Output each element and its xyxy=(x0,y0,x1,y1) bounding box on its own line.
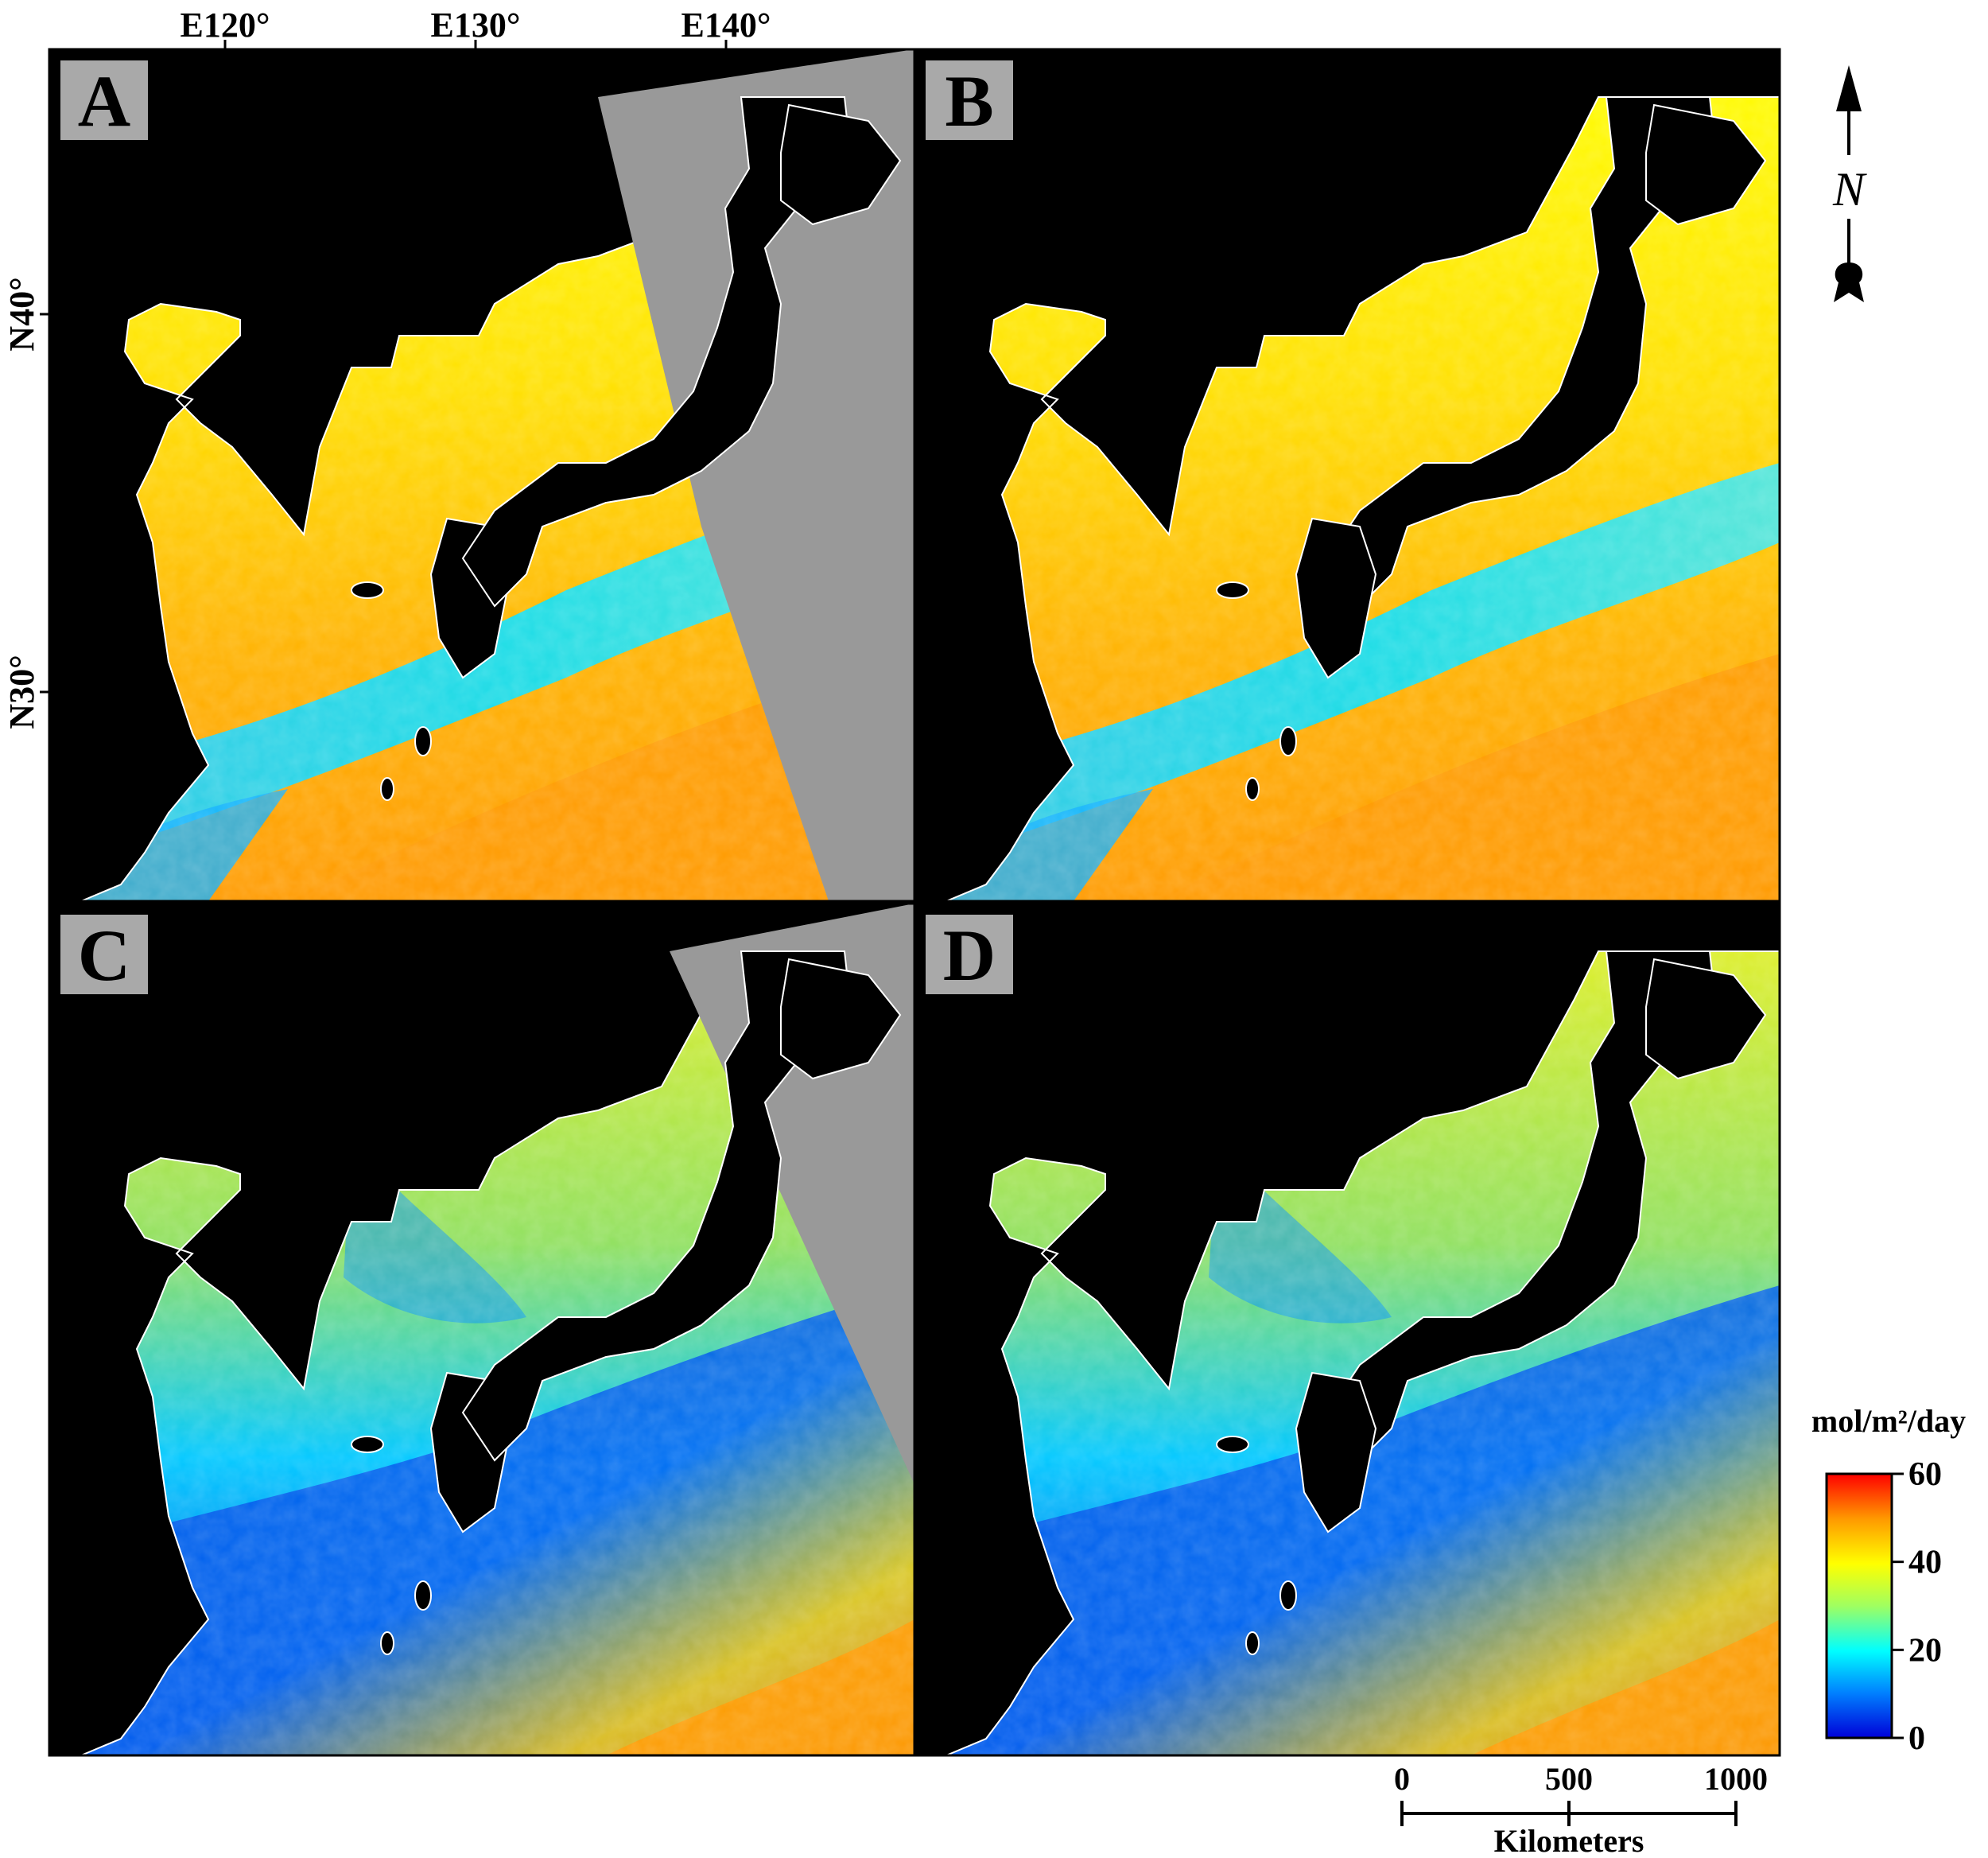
island-land xyxy=(414,726,432,756)
map-panels: A B C D xyxy=(48,48,1781,1757)
north-arrow-gap xyxy=(1829,155,1869,219)
map-panel-a: A xyxy=(48,48,916,903)
panel-label: A xyxy=(78,60,130,142)
land-masses xyxy=(914,904,1780,1755)
panel-label: C xyxy=(78,915,130,996)
panel-label: B xyxy=(945,60,993,142)
longitude-label: E140° xyxy=(681,6,771,45)
colorbar-tick-label: 60 xyxy=(1908,1456,1942,1493)
panel-label-box xyxy=(926,915,1013,994)
honshu-land xyxy=(1326,950,1719,1462)
island-land xyxy=(380,1631,394,1655)
scale-bar: 0 500 1000 Kilometers xyxy=(1394,1761,1768,1858)
hokkaido-land xyxy=(1645,958,1767,1080)
colorbar-ticks: 60 40 20 0 xyxy=(1892,1456,1942,1757)
honshu-land-over-gap xyxy=(461,96,854,608)
scale-bar-unit: Kilometers xyxy=(1494,1823,1644,1858)
panel-frame xyxy=(913,902,1781,1757)
north-arrow-label: N xyxy=(1832,163,1867,216)
panel-label: D xyxy=(943,915,996,996)
north-arrow: N xyxy=(1829,65,1869,302)
island-land xyxy=(351,1436,384,1453)
continent-land xyxy=(914,904,1780,1755)
north-arrow-head-icon xyxy=(1836,65,1862,111)
panel-label-box xyxy=(60,915,148,994)
kyushu-land xyxy=(1295,1371,1377,1533)
scale-bar-label-0: 0 xyxy=(1394,1761,1410,1797)
kyushu-land xyxy=(1295,517,1377,679)
no-data-swath xyxy=(461,49,914,901)
longitude-labels: E120° E130° E140° xyxy=(181,6,771,49)
honshu-land xyxy=(1326,96,1719,608)
island-land xyxy=(414,1580,432,1611)
continent-land xyxy=(49,49,914,901)
hokkaido-land xyxy=(1645,103,1767,226)
island-land xyxy=(1216,581,1249,599)
no-data-region xyxy=(598,49,914,901)
island-land xyxy=(1279,726,1297,756)
island-land xyxy=(1279,1580,1297,1611)
panel-label-box xyxy=(60,60,148,140)
colorbar-tick-label: 40 xyxy=(1908,1545,1942,1581)
map-panel-c: C xyxy=(48,902,916,1757)
latitude-label: N40° xyxy=(2,277,41,351)
longitude-label: E130° xyxy=(431,6,521,45)
island-land xyxy=(1216,1436,1249,1453)
panel-label-box xyxy=(926,60,1013,140)
map-panel-b: B xyxy=(913,48,1781,903)
hokkaido-land-over-gap xyxy=(780,958,902,1080)
land-masses xyxy=(914,49,1780,901)
scale-bar-label-1000: 1000 xyxy=(1704,1761,1768,1797)
continent-land xyxy=(914,49,1780,901)
scale-bar-label-500: 500 xyxy=(1545,1761,1593,1797)
island-land xyxy=(1245,1631,1260,1655)
colorbar: mol/m²/day 60 40 20 0 xyxy=(1811,1403,1966,1757)
latitude-label: N30° xyxy=(2,655,41,729)
longitude-label: E120° xyxy=(181,6,270,45)
colorbar-title: mol/m²/day xyxy=(1811,1403,1966,1439)
island-land xyxy=(351,581,384,599)
colorbar-tick-label: 0 xyxy=(1908,1720,1925,1757)
hokkaido-land-over-gap xyxy=(780,103,902,226)
honshu-land-over-gap xyxy=(461,950,854,1462)
map-panel-d: D xyxy=(913,902,1781,1757)
continent-land xyxy=(49,904,914,1755)
panel-frame xyxy=(913,48,1781,903)
island-land xyxy=(1245,777,1260,801)
no-data-swath xyxy=(461,904,914,1484)
colorbar-tick-label: 20 xyxy=(1908,1632,1942,1669)
north-arrow-tail-icon xyxy=(1834,262,1864,302)
colorbar-gradient xyxy=(1825,1472,1893,1739)
latitude-labels: N40° N30° xyxy=(2,277,49,729)
island-land xyxy=(380,777,394,801)
